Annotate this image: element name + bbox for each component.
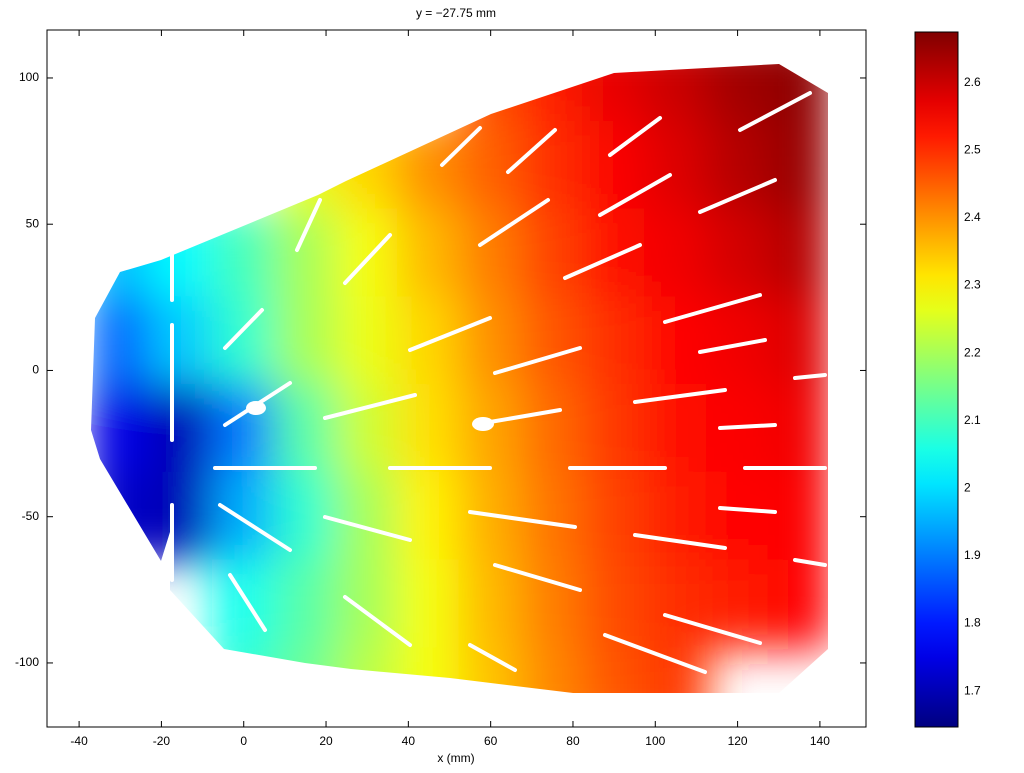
cell [705, 208, 770, 299]
cell [150, 296, 214, 387]
cell [582, 471, 646, 562]
x-tick-label: 0 [240, 734, 247, 748]
cell [643, 64, 708, 123]
cell [767, 559, 828, 650]
x-tick-label: 60 [484, 734, 498, 748]
x-tick-label: 140 [810, 734, 830, 748]
cell [273, 559, 338, 650]
y-tick-label: -100 [15, 655, 39, 669]
x-tick-label: -40 [70, 734, 88, 748]
x-tick-label: 80 [566, 734, 580, 748]
x-axis-label: x (mm) [437, 751, 474, 765]
cell [273, 384, 338, 474]
x-tick-label: 120 [728, 734, 748, 748]
probe [246, 401, 266, 415]
y-tick-label: 0 [32, 363, 39, 377]
colorbar-tick-label: 1.7 [964, 683, 981, 697]
cell [643, 559, 708, 650]
colorbar-tick-label: 2.3 [964, 278, 981, 292]
cell [520, 296, 585, 387]
y-tick-label: 50 [26, 216, 40, 230]
cell [643, 120, 708, 211]
colorbar-tick-label: 2.1 [964, 413, 981, 427]
cell [767, 471, 828, 562]
cell [335, 296, 400, 387]
cell [767, 296, 828, 387]
y-tick-label: 100 [19, 70, 39, 84]
colorbar [914, 31, 959, 728]
x-tick-label: 20 [319, 734, 333, 748]
cell [91, 384, 153, 474]
slits [170, 91, 827, 674]
cell [335, 559, 400, 650]
cell [397, 384, 461, 474]
cell [582, 296, 646, 387]
colorbar-tick-label: 2.4 [964, 210, 981, 224]
cell [397, 208, 461, 299]
colorbar-tick-label: 1.8 [964, 616, 981, 630]
cell [520, 471, 585, 562]
colorbar-tick-label: 2 [964, 481, 971, 495]
x-tick-label: -20 [153, 734, 171, 748]
cell [91, 296, 153, 387]
cell [150, 471, 214, 562]
cell [520, 647, 585, 693]
cell [643, 471, 708, 562]
cell [582, 559, 646, 650]
cell [458, 559, 523, 650]
cell [273, 208, 338, 299]
cell [520, 120, 585, 211]
cell [520, 208, 585, 299]
cell [211, 471, 276, 562]
cell [582, 384, 646, 474]
cell [211, 559, 276, 650]
cell [458, 296, 523, 387]
cell [150, 384, 214, 474]
x-tick-label: 40 [402, 734, 416, 748]
cell [767, 120, 828, 211]
cell [520, 384, 585, 474]
cell [335, 384, 400, 474]
cell [335, 471, 400, 562]
cell [705, 64, 770, 123]
cell [520, 559, 585, 650]
x-tick-label: 100 [645, 734, 665, 748]
colorbar-tick-label: 2.2 [964, 345, 981, 359]
cell [767, 384, 828, 474]
y-tick-label: -50 [22, 509, 40, 523]
cell [643, 296, 708, 387]
cell [767, 208, 828, 299]
cell [643, 208, 708, 299]
cell [582, 647, 646, 693]
colorbar-tick-label: 2.6 [964, 75, 981, 89]
cell [397, 471, 461, 562]
colorbar-tick-label: 1.9 [964, 548, 981, 562]
chart-title: y = −27.75 mm [416, 6, 496, 20]
probe [472, 417, 494, 431]
cell [273, 296, 338, 387]
cell [211, 296, 276, 387]
axes: -40 -20 0 20 40 60 80 100 120 140 -100 -50 0 50 100 1.7… [15, 30, 981, 748]
colorbar-tick-label: 2.5 [964, 142, 981, 156]
cell [582, 208, 646, 299]
cell [397, 559, 461, 650]
